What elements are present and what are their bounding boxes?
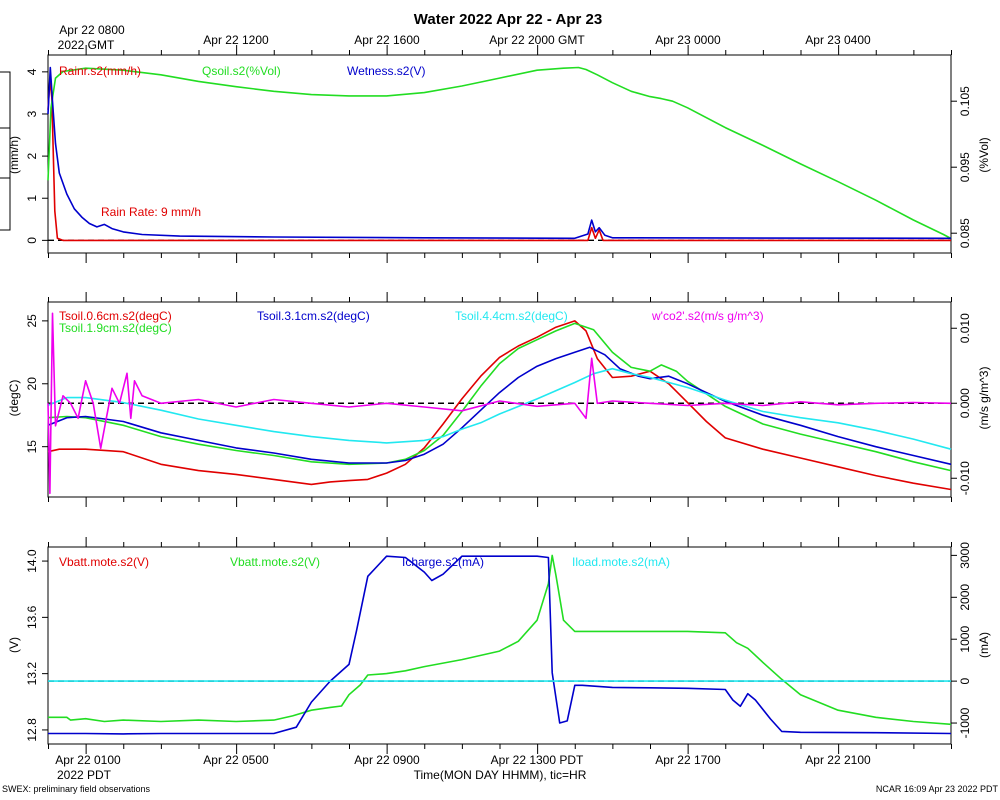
left-axis-tick-label: 25 [25, 314, 39, 328]
bottom-time-axis: Apr 22 0100 Apr 22 0500 Apr 22 0900 Apr … [55, 753, 871, 782]
top-axis-label: Apr 23 0000 [655, 33, 721, 47]
series-line-vbatt-mote-s2-v [48, 554, 952, 726]
x-axis-label: Time(MON DAY HHMM), tic=HR [414, 768, 587, 782]
panel-soil-temperature-right-axis-label: (m/s g/m^3) [977, 367, 991, 430]
right-axis-tick-label: 2000 [958, 584, 972, 611]
panel-power-right-axis: -1000 0 1000 2000 3000 [951, 542, 972, 738]
bottom-axis-label: Apr 22 0100 [55, 753, 121, 767]
left-axis-tick-label: 3 [25, 110, 39, 117]
panel-water-series [47, 66, 952, 242]
top-axis-label: Apr 22 1600 [354, 33, 420, 47]
right-axis-tick-label: 0 [958, 677, 972, 684]
right-axis-tick-label: 0.085 [958, 218, 972, 248]
left-axis-tick-label: 1 [25, 195, 39, 202]
left-axis-tick-label: 13.2 [25, 662, 39, 686]
chart-title: Water 2022 Apr 22 - Apr 23 [414, 11, 602, 28]
right-axis-tick-label: -0.010 [958, 461, 972, 495]
panel-power-series [48, 554, 952, 735]
legend-tsoil-3-1cm: Tsoil.3.1cm.s2(degC) [257, 309, 370, 323]
right-axis-tick-label: 3000 [958, 542, 972, 569]
series-line-tsoil-4-4cm-s2-degc [47, 367, 952, 450]
legend-wetness: Wetness.s2(V) [347, 64, 425, 78]
panel-water-right-axis-label: (%Vol) [977, 137, 991, 172]
legend-vbatt-red: Vbatt.mote.s2(V) [59, 555, 149, 569]
legend-wco2: w'co2'.s2(m/s g/m^3) [651, 309, 764, 323]
top-axis-label: Apr 23 0400 [805, 33, 871, 47]
panel-water-time-ticks [48, 45, 952, 263]
panel-power-left-axis-label: (V) [7, 637, 21, 653]
legend-rainr: Rainr.s2(mm/h) [59, 64, 141, 78]
left-axis-tick-label: 12.8 [25, 718, 39, 742]
top-axis-label: Apr 22 1200 [203, 33, 269, 47]
right-axis-tick-label: 0.095 [958, 152, 972, 182]
panel-power-time-ticks [48, 537, 952, 754]
top-time-axis: Apr 22 0800 2022 GMT Apr 22 1200 Apr 22 … [58, 23, 871, 52]
panel-water-right-axis: 0.085 0.095 0.105 [951, 86, 972, 248]
left-axis-tick-label: 14.0 [25, 549, 39, 573]
panel-soil-temperature: 15 20 25 -0.010 0.000 0.010 (degC) (m/s g/m^… [7, 292, 991, 507]
left-axis-tick-label: 13.6 [25, 605, 39, 629]
series-line-tsoil-3-1cm-s2-degc [47, 346, 952, 466]
series-line-qsoil-s2-vol [47, 66, 952, 240]
panel-soil-temperature-series [47, 312, 952, 495]
top-axis-first-label-line1: Apr 22 0800 [59, 23, 125, 37]
bottom-axis-label: Apr 22 0500 [203, 753, 269, 767]
left-axis-tick-label: 2 [25, 152, 39, 159]
left-axis-tick-label: 20 [25, 377, 39, 391]
right-axis-tick-label: 0.010 [958, 313, 972, 343]
legend-icharge: Icharge.s2(mA) [402, 555, 484, 569]
panel-soil-temperature-time-ticks [48, 292, 952, 507]
left-axis-tick-label: 4 [25, 68, 39, 75]
series-line-icharge-s2-ma [48, 555, 952, 735]
series-line-tsoil-0-6cm-s2-degc [47, 320, 952, 491]
panel-water-left-axis-label: (mm/h) [7, 136, 21, 174]
bottom-axis-timezone-label: 2022 PDT [57, 768, 112, 782]
legend-tsoil-1-9cm: Tsoil.1.9cm.s2(degC) [59, 321, 172, 335]
bottom-axis-label: Apr 22 1300 PDT [491, 753, 584, 767]
legend-tsoil-0-6cm: Tsoil.0.6cm.s2(degC) [59, 309, 172, 323]
footer-right-stamp: NCAR 16:09 Apr 23 2022 PDT [876, 784, 999, 794]
series-line-wetness-s2-v [47, 66, 952, 240]
legend-tsoil-4-4cm: Tsoil.4.4cm.s2(degC) [455, 309, 568, 323]
panel-water-left-axis: 0 1 2 3 4 [25, 68, 48, 244]
panel-power-frame [47, 546, 952, 745]
right-axis-tick-label: 1000 [958, 626, 972, 653]
right-axis-tick-label: 0.105 [958, 86, 972, 116]
bottom-axis-label: Apr 22 0900 [354, 753, 420, 767]
panel-water-frame [47, 54, 952, 254]
panel-soil-temperature-left-axis-label: (degC) [7, 380, 21, 417]
panel-power-right-axis-label: (mA) [977, 632, 991, 658]
panel-power-left-axis: 12.8 13.2 13.6 14.0 [25, 549, 48, 742]
series-line-tsoil-1-9cm-s2-degc [47, 322, 952, 472]
top-axis-label: Apr 22 2000 GMT [489, 33, 585, 47]
panel-soil-temperature-right-axis: -0.010 0.000 0.010 [951, 313, 972, 495]
legend-qsoil: Qsoil.s2(%Vol) [202, 64, 281, 78]
series-line-w-co2-s2-m-s-g-m-3 [47, 312, 952, 495]
right-axis-tick-label: -1000 [958, 707, 972, 738]
left-axis-tick-label: 0 [25, 237, 39, 244]
legend-iload: Iload.mote.s2(mA) [572, 555, 670, 569]
bottom-axis-label: Apr 22 1700 [655, 753, 721, 767]
legend-vbatt-green: Vbatt.mote.s2(V) [230, 555, 320, 569]
panel-soil-temperature-left-axis: 15 20 25 [25, 314, 48, 453]
left-axis-tick-label: 15 [25, 440, 39, 454]
bottom-axis-label: Apr 22 2100 [805, 753, 871, 767]
footer-left-note: SWEX: preliminary field observations [2, 784, 151, 794]
legend-frame-fragment [0, 71, 11, 231]
rain-rate-annotation: Rain Rate: 9 mm/h [101, 205, 201, 219]
right-axis-tick-label: 0.000 [958, 388, 972, 418]
panel-water: 0 1 2 3 4 0.085 0.095 0.105 (mm/h) (%Vol) Rain… [7, 45, 991, 263]
